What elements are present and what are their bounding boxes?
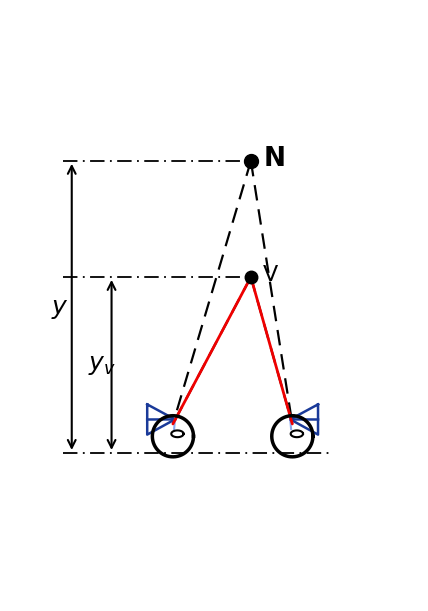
- Text: $y_v$: $y_v$: [88, 353, 116, 377]
- Text: N: N: [264, 146, 285, 172]
- Text: V: V: [262, 265, 278, 285]
- Text: y: y: [52, 295, 66, 319]
